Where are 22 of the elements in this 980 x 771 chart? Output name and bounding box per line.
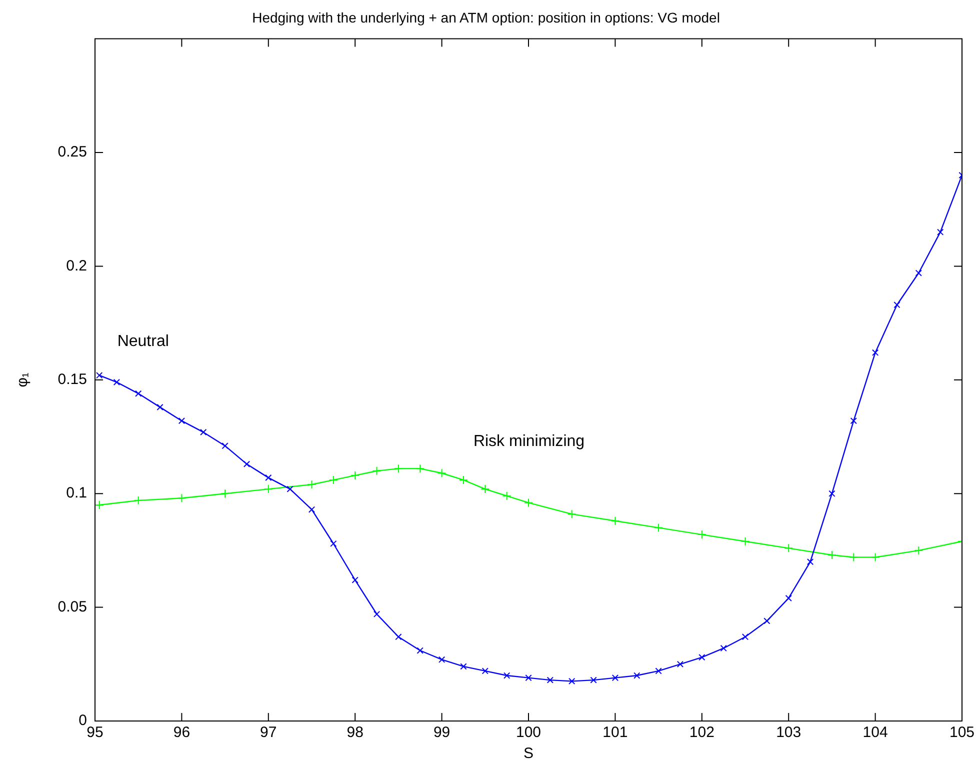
y-tick-label: 0.25 xyxy=(58,144,87,161)
x-tick-label: 104 xyxy=(862,724,888,742)
y-axis-title: φ₁ xyxy=(14,372,32,388)
x-tick-label: 102 xyxy=(689,724,714,742)
x-tick-label: 105 xyxy=(949,724,975,742)
x-tick-label: 96 xyxy=(173,724,190,742)
x-tick-label: 97 xyxy=(260,724,277,742)
y-tick-label: 0.05 xyxy=(58,598,87,616)
x-tick-label: 98 xyxy=(346,724,364,742)
x-tick-label: 101 xyxy=(602,724,628,742)
x-tick-label: 103 xyxy=(776,724,802,742)
x-tick-label: 95 xyxy=(86,724,104,742)
x-tick-label: 99 xyxy=(433,724,450,742)
series-label: Neutral xyxy=(117,332,169,350)
x-axis-title: S xyxy=(523,745,534,762)
y-tick-label: 0.2 xyxy=(66,257,87,274)
y-tick-label: 0.1 xyxy=(66,484,87,502)
series-label: Risk minimizing xyxy=(473,432,585,450)
y-tick-label: 0.15 xyxy=(58,371,87,388)
chart-title: Hedging with the underlying + an ATM option: position in options: VG model xyxy=(252,9,720,26)
y-tick-label: 0 xyxy=(78,712,87,730)
x-tick-label: 100 xyxy=(516,724,542,742)
